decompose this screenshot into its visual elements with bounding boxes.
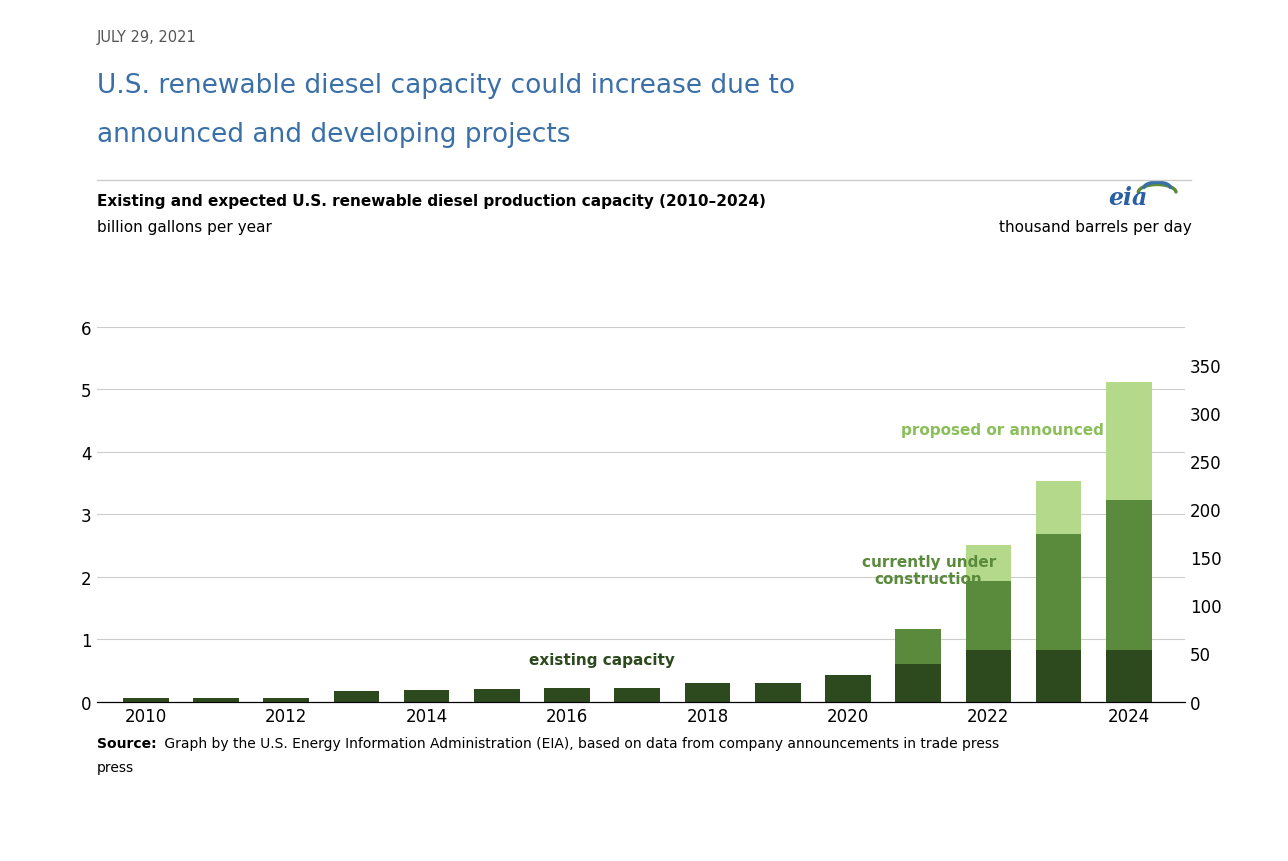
Bar [404,691,450,702]
Bar [895,629,942,665]
Bar [193,698,238,702]
Text: U.S. renewable diesel capacity could increase due to: U.S. renewable diesel capacity could inc… [97,73,795,99]
Bar [1106,383,1151,500]
Bar [122,698,169,702]
Bar [1036,535,1082,650]
Bar [1106,650,1151,702]
Bar [966,545,1011,581]
Bar [545,688,590,702]
Bar [1036,650,1082,702]
Text: thousand barrels per day: thousand barrels per day [998,220,1191,234]
Text: proposed or announced: proposed or announced [902,423,1104,437]
Text: existing capacity: existing capacity [529,652,675,666]
Bar [895,665,942,702]
Bar [685,683,730,702]
Bar [1106,500,1151,650]
Bar [263,698,309,702]
Bar [966,581,1011,650]
Text: currently under
construction: currently under construction [862,554,996,587]
Text: Graph by the U.S. Energy Information Administration (EIA), based on data from co: Graph by the U.S. Energy Information Adm… [160,736,998,750]
Bar [334,691,379,702]
Text: Source:: Source: [97,736,156,750]
Text: press: press [97,760,134,774]
Text: eia: eia [1109,186,1148,210]
Bar [966,650,1011,702]
Bar [755,683,801,702]
Text: announced and developing projects: announced and developing projects [97,122,571,148]
Text: JULY 29, 2021: JULY 29, 2021 [97,30,196,45]
Bar [474,689,519,702]
Bar [826,676,871,702]
Bar [614,688,659,702]
Text: billion gallons per year: billion gallons per year [97,220,272,234]
Bar [1036,481,1082,535]
Text: Existing and expected U.S. renewable diesel production capacity (2010–2024): Existing and expected U.S. renewable die… [97,194,765,208]
